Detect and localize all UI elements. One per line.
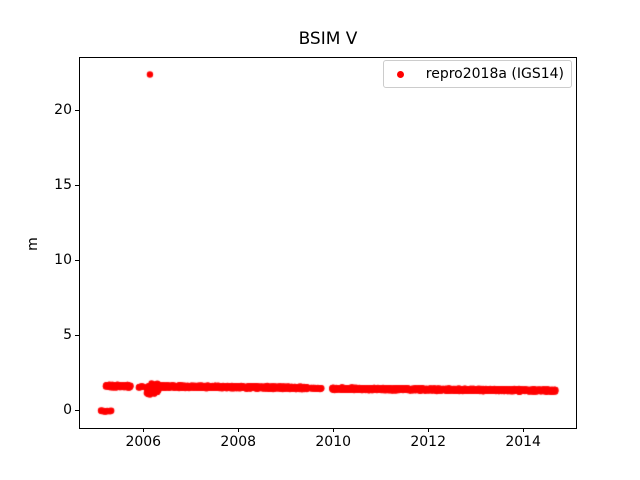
y-tick-mark (75, 335, 79, 337)
y-tick-mark (75, 259, 79, 261)
y-tick-mark (75, 109, 79, 111)
y-tick-mark (75, 184, 79, 186)
x-tick-label: 2006 (125, 434, 162, 450)
x-tick-label: 2012 (410, 434, 447, 450)
x-tick-mark (428, 428, 430, 432)
x-tick-label: 2008 (220, 434, 257, 450)
point-marker-icon (396, 70, 404, 78)
legend-label: repro2018a (IGS14) (425, 66, 564, 82)
plot-area: repro2018a (IGS14) 2006 2008 2010 2012 2014 0… (54, 57, 577, 449)
y-tick-label: 15 (54, 176, 72, 193)
y-tick-mark (75, 410, 79, 412)
x-tick-mark (238, 428, 240, 432)
x-tick-mark (333, 428, 335, 432)
y-tick-label: 5 (63, 327, 72, 344)
x-tick-label: 2010 (315, 434, 352, 450)
x-tick-mark (523, 428, 525, 432)
chart-title: BSIM V (298, 29, 358, 49)
legend: repro2018a (IGS14) (382, 60, 572, 88)
scatter-canvas (80, 58, 576, 428)
y-tick-label: 0 (63, 402, 72, 419)
y-axis-label: m (24, 237, 41, 251)
x-tick-mark (143, 428, 145, 432)
x-tick-label: 2014 (505, 434, 541, 450)
y-tick-label: 10 (54, 251, 72, 268)
y-tick-label: 20 (54, 101, 72, 118)
